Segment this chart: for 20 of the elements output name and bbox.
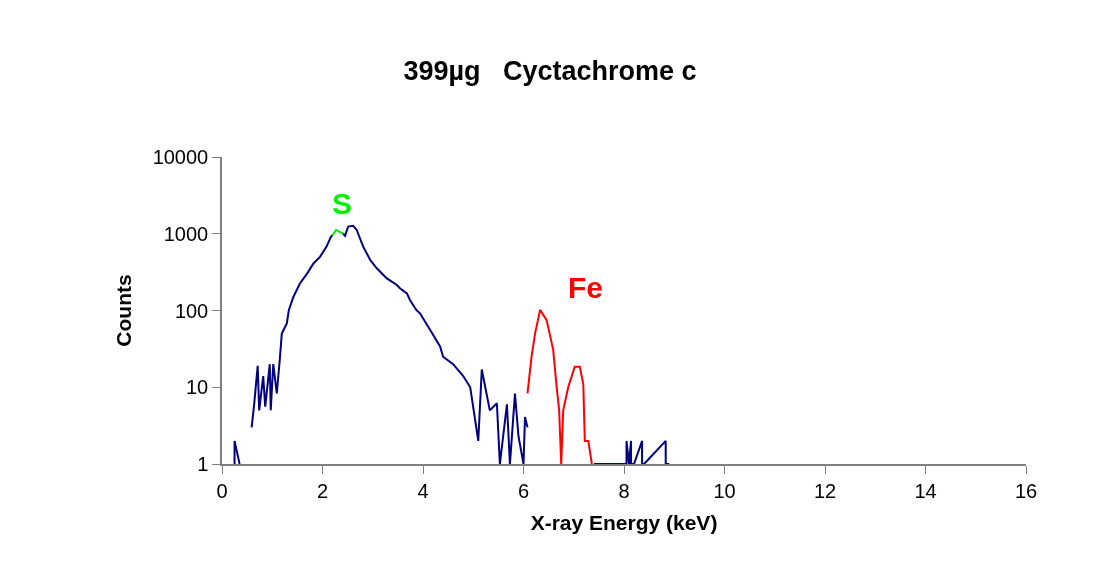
x-tick-label: 16 — [1014, 479, 1038, 502]
annotation: S — [332, 187, 353, 220]
y-tick-label: 100 — [174, 299, 209, 322]
y-tick-label: 10000 — [152, 146, 209, 168]
y-tick-label: 1000 — [163, 222, 209, 245]
x-axis-title: X-ray Energy (keV) — [530, 511, 718, 535]
y-tick-label: 10 — [186, 376, 209, 399]
x-tick-label: 6 — [517, 479, 530, 502]
x-tick-label: 12 — [813, 479, 837, 502]
y-axis-title: Counts — [112, 274, 136, 347]
x-tick-label: 2 — [316, 479, 329, 502]
x-tick-label: 0 — [216, 479, 228, 502]
chart-title: 399µg Cyctachrome c — [403, 55, 697, 86]
annotation: Fe — [568, 271, 604, 304]
y-tick-label: 1 — [197, 453, 209, 475]
x-tick-label: 10 — [713, 479, 736, 502]
x-tick-label: 8 — [618, 479, 630, 502]
x-tick-label: 14 — [914, 479, 937, 502]
x-tick-label: 4 — [417, 479, 429, 502]
line-series — [526, 308, 593, 464]
